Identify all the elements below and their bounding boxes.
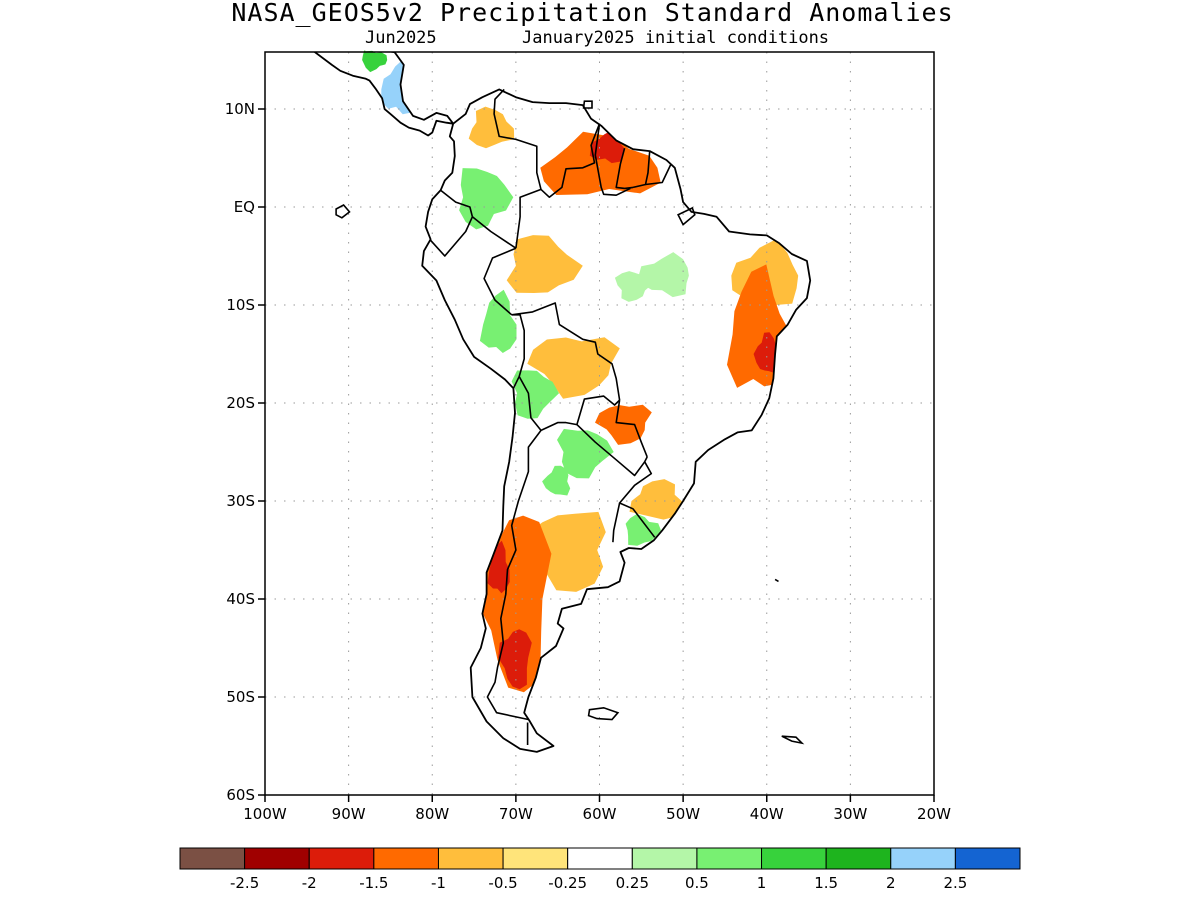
anomaly-northeast-brazil-very-dry: [753, 332, 778, 374]
colorbar-swatch: [179, 847, 246, 870]
colorbar-label: -1.5: [359, 874, 388, 892]
anomaly-amazon-center-wet: [614, 271, 652, 302]
colorbar-label: -0.5: [488, 874, 517, 892]
country-border: [618, 456, 656, 538]
central-america-coastline: [313, 52, 454, 137]
anomaly-patagonia-very-dry: [498, 629, 532, 690]
colorbar-swatch: [502, 847, 569, 870]
island-outline: [781, 735, 805, 745]
colorbar-swatch: [890, 847, 956, 870]
coastline-layer: [313, 52, 812, 753]
colorbar-label: 1: [757, 874, 767, 892]
colorbar-swatch: [761, 847, 827, 870]
island-outline: [582, 100, 593, 109]
anomaly-colombia-dry: [468, 106, 515, 149]
lon-tick-label: 80W: [415, 805, 449, 823]
colorbar-swatch: [954, 847, 1021, 870]
lat-tick-label: 60S: [226, 786, 255, 804]
south-america-coastline: [421, 88, 812, 753]
colorbar-label: -2: [302, 874, 317, 892]
country-border: [612, 502, 621, 543]
colorbar-swatch: [631, 847, 698, 870]
lat-tick-label: 50S: [226, 688, 255, 706]
country-border: [576, 424, 646, 477]
colorbar-label: -1: [431, 874, 446, 892]
colorbar-swatch: [567, 847, 633, 870]
country-border: [511, 302, 621, 401]
lon-tick-label: 60W: [583, 805, 617, 823]
anomaly-colombia-wet: [459, 168, 514, 230]
colorbar-swatch: [437, 847, 504, 870]
anomaly-altiplano-wet: [511, 370, 559, 419]
anomaly-peru-wet: [479, 289, 517, 353]
lon-tick-label: 70W: [499, 805, 533, 823]
country-border: [493, 88, 542, 190]
anomaly-bolivia-dry: [527, 337, 620, 399]
lat-tick-label: 20S: [226, 394, 255, 412]
anomaly-amazon-east-wet: [638, 252, 689, 298]
island-outline: [774, 578, 779, 583]
country-border: [471, 216, 517, 249]
lon-tick-label: 20W: [917, 805, 951, 823]
lon-tick-label: 30W: [833, 805, 867, 823]
country-border: [615, 147, 634, 190]
island-outline: [677, 206, 696, 226]
country-border: [540, 395, 621, 432]
lon-tick-label: 90W: [332, 805, 366, 823]
forecast-month-label: Jun2025: [365, 28, 437, 48]
anomaly-central-america-moist: [362, 49, 388, 73]
country-border: [430, 216, 474, 257]
chart-title: NASA_GEOS5v2 Precipitation Standard Anom…: [231, 0, 954, 27]
island-outline: [335, 203, 351, 219]
colorbar-label: 0.25: [616, 874, 649, 892]
colorbar-label: 2: [886, 874, 896, 892]
lat-tick-label: EQ: [234, 198, 255, 216]
anomaly-venezuela-guianas-dry: [540, 131, 661, 195]
colorbar-label: 1.5: [814, 874, 838, 892]
lat-tick-label: 10N: [225, 100, 255, 118]
country-border: [511, 314, 525, 389]
country-border: [540, 123, 601, 198]
lon-tick-label: 100W: [243, 805, 287, 823]
anomaly-uruguay-wet: [625, 513, 661, 546]
lat-tick-label: 40S: [226, 590, 255, 608]
colorbar-swatch: [244, 847, 310, 870]
country-border: [615, 399, 648, 458]
colorbar-legend: -2.5 -2 -1.5 -1 -0.5 -0.25 0.25 0.5 1 1.5 2 2.5: [179, 847, 1021, 892]
colorbar-label: 0.5: [685, 874, 709, 892]
colorbar-swatch: [373, 847, 439, 870]
anomaly-argentina-north-wet: [542, 465, 571, 496]
colorbar-label: 2.5: [943, 874, 967, 892]
country-border: [440, 189, 474, 217]
colorbar-swatch: [825, 847, 892, 870]
lat-tick-label: 30S: [226, 492, 255, 510]
island-outline: [587, 706, 620, 721]
lon-tick-label: 50W: [666, 805, 700, 823]
country-border: [645, 164, 672, 186]
country-border: [518, 376, 542, 431]
anomaly-chaco-dry: [595, 404, 652, 445]
lat-tick-label: 10S: [226, 296, 255, 314]
anomaly-amazon-west-dry: [506, 235, 583, 293]
anomaly-fill-layer: [265, 49, 811, 752]
colorbar-label: -2.5: [230, 874, 259, 892]
colorbar-label: -0.25: [548, 874, 587, 892]
colorbar-swatch: [308, 847, 375, 870]
anomaly-southern-brazil-dry: [629, 479, 686, 520]
colorbar-swatch: [696, 847, 763, 870]
country-border: [632, 151, 651, 189]
lon-tick-label: 40W: [750, 805, 784, 823]
country-border: [594, 123, 631, 196]
country-border: [483, 247, 517, 316]
country-border: [486, 429, 542, 721]
country-border: [515, 188, 542, 249]
initial-conditions-label: January2025 initial conditions: [522, 28, 830, 48]
anomaly-paraguay-wet: [557, 428, 614, 479]
